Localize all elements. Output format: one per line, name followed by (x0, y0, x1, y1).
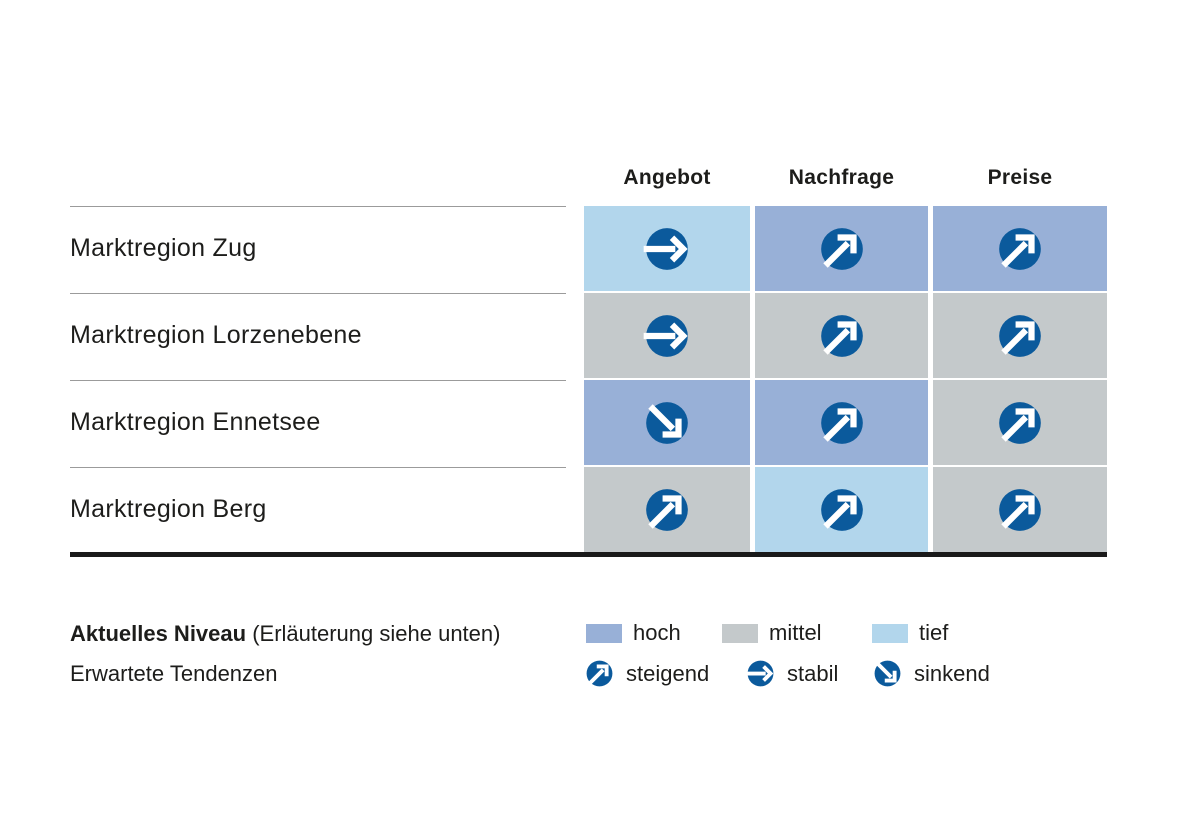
legend-niveau-title-bold: Aktuelles Niveau (70, 621, 247, 646)
trend-arrow-icon (817, 224, 867, 274)
trend-arrow-icon (995, 224, 1045, 274)
trend-arrow-icon (642, 311, 692, 361)
legend-tendenzen-title: Erwartete Tendenzen (70, 661, 278, 686)
trend-arrow-icon (642, 485, 692, 535)
steigend-arrow-icon (578, 653, 620, 695)
legend-item-steigend: steigend (578, 653, 710, 695)
trend-arrow-icon (817, 311, 867, 361)
matrix-cell (755, 206, 928, 291)
legend-item-stabil: stabil (744, 658, 839, 689)
matrix-cell (584, 467, 750, 552)
legend-item-sinkend: sinkend (866, 652, 990, 694)
legend-label-sinkend: sinkend (914, 660, 990, 686)
matrix-cell (755, 293, 928, 378)
trend-arrow-icon (995, 311, 1045, 361)
legend-niveau-note: (Erläuterung siehe unten) (252, 621, 501, 646)
matrix-cell (755, 467, 928, 552)
trend-arrow-icon (642, 398, 692, 448)
trend-arrow-icon (817, 485, 867, 535)
stabil-arrow-icon (744, 658, 776, 689)
legend-item-hoch: hoch (586, 619, 681, 647)
trend-arrow-icon (995, 398, 1045, 448)
hoch-swatch (586, 623, 622, 643)
legend-item-mittel: mittel (722, 619, 822, 647)
row-divider (70, 206, 566, 207)
legend-label-hoch: hoch (633, 620, 681, 645)
matrix-cell (755, 380, 928, 465)
tief-swatch (872, 623, 908, 643)
matrix-cell (933, 467, 1107, 552)
sinkend-arrow-icon (866, 652, 908, 694)
row-divider (70, 467, 566, 468)
row-label-berg: Marktregion Berg (70, 495, 267, 523)
matrix-cell (933, 206, 1107, 291)
legend-niveau-title: Aktuelles Niveau (Erläuterung siehe unte… (70, 621, 500, 647)
row-label-ennetsee: Marktregion Ennetsee (70, 408, 321, 436)
matrix-cell (584, 380, 750, 465)
matrix-cell (584, 206, 750, 291)
row-divider (70, 380, 566, 381)
trend-arrow-icon (995, 485, 1045, 535)
legend-label-steigend: steigend (626, 660, 710, 686)
legend-item-tief: tief (872, 619, 948, 647)
mittel-swatch (722, 623, 758, 643)
row-divider (70, 293, 566, 294)
legend-label-stabil: stabil (787, 660, 839, 686)
row-label-zug: Marktregion Zug (70, 234, 257, 262)
table-bottom-rule (70, 552, 1107, 557)
trend-arrow-icon (642, 224, 692, 274)
matrix-cell (584, 293, 750, 378)
row-label-lorzenebene: Marktregion Lorzenebene (70, 321, 362, 349)
matrix-cell (933, 293, 1107, 378)
column-header-nachfrage: Nachfrage (788, 166, 895, 189)
matrix-cell (933, 380, 1107, 465)
legend-label-tief: tief (919, 620, 949, 645)
column-header-angebot: Angebot (623, 166, 711, 189)
column-header-preise: Preise (987, 166, 1053, 189)
trend-arrow-icon (817, 398, 867, 448)
legend-label-mittel: mittel (769, 620, 822, 645)
